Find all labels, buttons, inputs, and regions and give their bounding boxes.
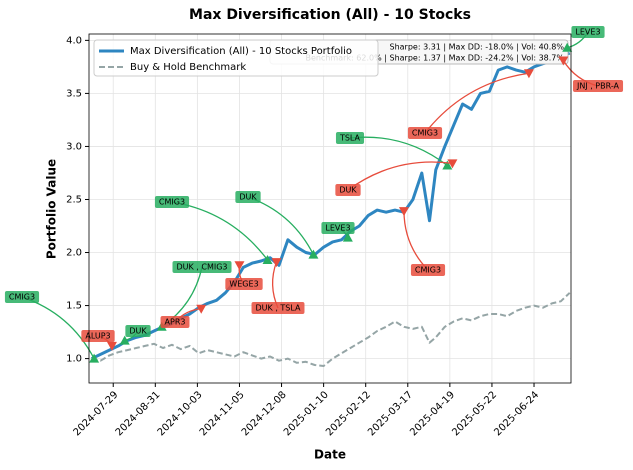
y-tick-label: 4.0: [66, 35, 82, 46]
signal-marker: [262, 254, 273, 264]
annotation-arrow: [347, 161, 453, 191]
annotation-text: DUK: [129, 327, 147, 336]
annotation-label: CMIG3: [407, 127, 443, 139]
annotation-label: DUK: [125, 325, 151, 337]
y-tick-label: 2.5: [66, 194, 82, 205]
plot-frame: [88, 33, 572, 384]
annotation-box: [154, 196, 190, 208]
annotation-box: [410, 264, 446, 276]
signal-marker: [234, 261, 245, 271]
annotation-box: [321, 222, 355, 234]
signal-marker: [558, 56, 569, 66]
annotation-box: [160, 316, 190, 328]
x-axis-label: Date: [314, 448, 346, 462]
annotation-text: LEVE3: [575, 28, 600, 37]
signal-marker: [119, 335, 130, 345]
annotation-text: DUK: [239, 193, 257, 202]
annotation-box: [335, 132, 365, 144]
annotation-box: [4, 291, 40, 303]
annotation-label: JNJ , PBR-A: [572, 80, 624, 92]
annotation-box: [81, 330, 115, 342]
signal-marker: [342, 232, 353, 242]
x-tick-label: 2025-06-24: [492, 389, 541, 438]
annotation-arrow: [171, 201, 269, 261]
signal-marker: [106, 341, 117, 351]
y-tick-label: 1.5: [66, 301, 82, 312]
annotation-label: ALUP3: [81, 330, 115, 342]
annotation-label: CMIG3: [4, 291, 40, 303]
signal-marker: [271, 258, 282, 268]
annotation-text: DUK: [339, 186, 357, 195]
series-line: [91, 292, 571, 367]
annotation-box: [335, 184, 361, 196]
y-tick-label: 1.0: [66, 354, 82, 365]
legend-label: Max Diversification (All) - 10 Stocks Po…: [130, 46, 352, 57]
signal-marker: [308, 249, 319, 259]
annotation-text: DUK , TSLA: [256, 304, 301, 313]
annotation-arrow: [424, 72, 530, 134]
annotation-text: JNJ , PBR-A: [576, 82, 620, 91]
annotation-text: TSLA: [339, 134, 361, 143]
annotation-text: DUK , CMIG3: [176, 263, 227, 272]
chart-title: Max Diversification (All) - 10 Stocks: [189, 7, 471, 23]
annotation-text: CMIG3: [9, 293, 35, 302]
annotation-label: DUK: [235, 191, 261, 203]
annotation-text: CMIG3: [412, 129, 438, 138]
y-axis-label: Portfolio Value: [45, 159, 59, 259]
annotation-box: [125, 325, 151, 337]
legend-label: Buy & Hold Benchmark: [130, 62, 246, 73]
annotation-label: LEVE3: [321, 222, 355, 234]
annotation-label: WEGE3: [225, 278, 263, 290]
signal-marker: [447, 159, 458, 169]
annotation-label: CMIG3: [410, 264, 446, 276]
stats-text: Benchmark: 62.0% | Sharpe: 1.37 | Max DD…: [305, 54, 564, 63]
legend-box: [93, 39, 379, 77]
annotation-box: [172, 261, 232, 273]
annotation-arrow: [247, 196, 315, 255]
signal-marker: [398, 207, 409, 217]
annotation-label: CMIG3: [154, 196, 190, 208]
annotation-text: WEGE3: [229, 280, 258, 289]
annotation-box: [571, 26, 605, 38]
signal-marker: [196, 304, 207, 314]
annotation-label: DUK: [335, 184, 361, 196]
annotation-text: CMIG3: [159, 198, 185, 207]
annotation-text: LEVE3: [325, 224, 350, 233]
signal-marker: [89, 353, 100, 363]
stats-text: Sharpe: 3.31 | Max DD: -18.0% | Vol: 40.…: [389, 43, 564, 52]
annotation-box: [225, 278, 263, 290]
annotation-text: ALUP3: [85, 332, 110, 341]
y-tick-label: 3.0: [66, 141, 82, 152]
annotation-label: DUK , CMIG3: [172, 261, 232, 273]
annotation-arrow: [21, 296, 95, 359]
annotation-label: APR3: [160, 316, 190, 328]
annotation-label: LEVE3: [571, 26, 605, 38]
signal-marker: [562, 42, 573, 52]
annotation-arrow: [271, 261, 279, 309]
annotation-text: APR3: [165, 318, 186, 327]
annotation-arrow: [349, 136, 448, 167]
annotation-box: [572, 80, 624, 92]
signal-marker: [442, 160, 453, 170]
y-tick-label: 2.0: [66, 248, 82, 259]
annotation-text: CMIG3: [415, 266, 441, 275]
signal-marker: [523, 69, 534, 79]
annotation-box: [235, 191, 261, 203]
annotation-label: DUK , TSLA: [251, 302, 305, 314]
annotation-box: [407, 127, 443, 139]
annotation-label: TSLA: [335, 132, 365, 144]
annotation-box: [251, 302, 305, 314]
y-tick-label: 3.5: [66, 88, 82, 99]
